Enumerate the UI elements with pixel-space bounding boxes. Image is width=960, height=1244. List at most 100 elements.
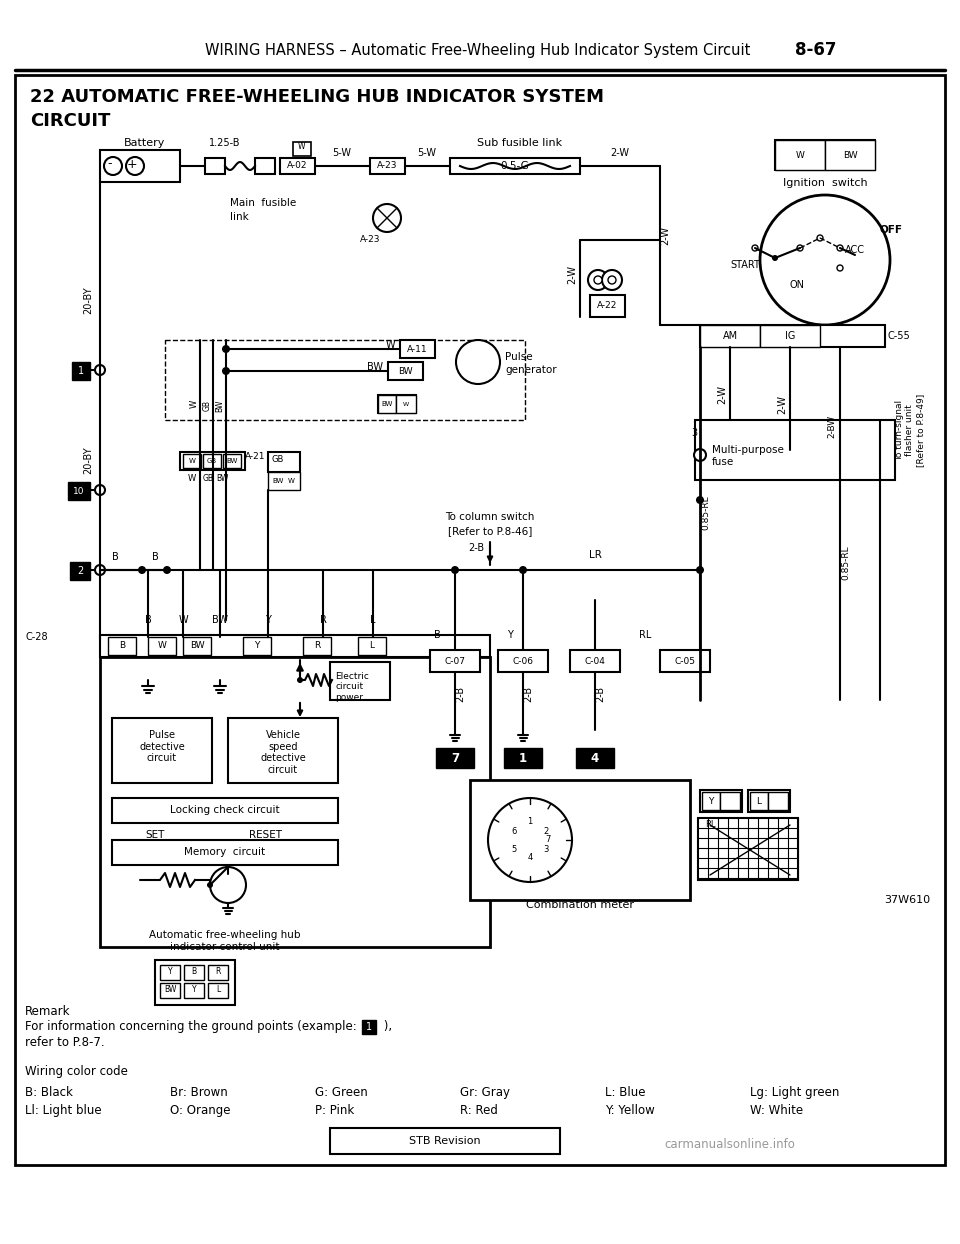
Text: 0.5-G: 0.5-G (500, 160, 529, 170)
Bar (748, 790, 790, 812)
Text: Automatic free-wheeling hub
indicator control unit: Automatic free-wheeling hub indicator co… (149, 931, 300, 952)
Text: 4: 4 (527, 853, 533, 862)
Text: L: L (756, 796, 761, 806)
Text: IG: IG (785, 331, 795, 341)
Bar (750, 792, 768, 810)
Text: B: B (191, 968, 197, 977)
Bar (203, 454, 221, 468)
Bar (108, 637, 136, 656)
Text: L: L (370, 642, 374, 651)
Text: carmanualsonline.info: carmanualsonline.info (664, 1138, 796, 1152)
Bar (112, 840, 338, 865)
Circle shape (222, 367, 230, 374)
Circle shape (608, 276, 616, 284)
Text: 7: 7 (451, 751, 459, 765)
Bar (504, 748, 542, 768)
Text: Memory  circuit: Memory circuit (184, 847, 266, 857)
Text: 5-W: 5-W (332, 148, 351, 158)
Text: 4: 4 (590, 751, 599, 765)
Text: Gr: Gray: Gr: Gray (460, 1086, 510, 1098)
Text: B: B (434, 629, 441, 639)
Bar (702, 792, 720, 810)
Text: W: W (188, 458, 196, 464)
Text: O: Orange: O: Orange (170, 1103, 230, 1117)
Text: +: + (127, 158, 137, 170)
Bar (243, 637, 271, 656)
Text: 1: 1 (519, 751, 527, 765)
Text: B: B (145, 615, 152, 624)
Text: BW: BW (397, 367, 412, 376)
Text: 20-BY: 20-BY (83, 286, 93, 313)
Circle shape (817, 235, 823, 241)
Text: C-07: C-07 (444, 657, 466, 666)
Text: W: W (288, 478, 295, 484)
Text: GB: GB (207, 458, 217, 464)
Bar (268, 471, 300, 490)
Text: ),: ), (380, 1020, 392, 1033)
Text: W: W (796, 151, 804, 159)
Circle shape (488, 797, 572, 882)
Text: AM: AM (723, 331, 737, 341)
Text: 10: 10 (73, 486, 84, 495)
Bar (183, 637, 211, 656)
Text: To turn-signal
flasher unit
[Refer to P.8-49]: To turn-signal flasher unit [Refer to P.… (895, 393, 924, 466)
Text: Y: Y (168, 968, 172, 977)
Text: 1: 1 (78, 366, 84, 376)
Text: 8-67: 8-67 (795, 41, 836, 58)
Circle shape (297, 677, 303, 683)
Bar (303, 637, 331, 656)
Text: Main  fusible: Main fusible (230, 198, 297, 208)
Bar (100, 657, 490, 947)
Text: R: Red: R: Red (460, 1103, 498, 1117)
Bar (825, 141, 875, 170)
Bar (775, 141, 825, 170)
Text: 1: 1 (366, 1023, 372, 1033)
Bar (700, 325, 760, 347)
Text: C-06: C-06 (513, 657, 534, 666)
Bar (293, 142, 311, 156)
Text: 2: 2 (77, 566, 84, 576)
Circle shape (126, 157, 144, 175)
Bar (700, 790, 742, 812)
Text: W: W (157, 642, 166, 651)
Text: RL: RL (705, 820, 715, 829)
Text: BW: BW (215, 401, 225, 412)
Text: B: Black: B: Black (25, 1086, 73, 1098)
Text: BW: BW (381, 401, 393, 407)
Text: 2-B: 2-B (523, 685, 533, 702)
Text: 5-W: 5-W (418, 148, 437, 158)
Circle shape (519, 566, 527, 573)
Bar (268, 452, 300, 471)
Text: W: White: W: White (750, 1103, 804, 1117)
Circle shape (772, 255, 778, 261)
Bar (205, 158, 225, 174)
Bar (590, 295, 625, 317)
Text: ACC: ACC (845, 245, 865, 255)
Text: Pulse
detective
circuit: Pulse detective circuit (139, 730, 185, 764)
Text: To column switch: To column switch (445, 513, 535, 522)
Text: R: R (320, 615, 326, 624)
Text: L: L (371, 615, 375, 624)
Text: BW: BW (272, 478, 283, 484)
Text: 37W610: 37W610 (884, 894, 930, 904)
Bar (660, 651, 710, 672)
Text: BW: BW (190, 642, 204, 651)
Text: BW: BW (227, 458, 238, 464)
Bar (208, 965, 228, 980)
Bar (570, 651, 620, 672)
Text: Battery: Battery (124, 138, 166, 148)
Bar (180, 452, 245, 470)
Text: GB: GB (203, 401, 211, 411)
Text: R: R (314, 642, 320, 651)
Text: BW: BW (164, 985, 177, 994)
Bar (396, 396, 416, 413)
Text: 0.85-RL: 0.85-RL (842, 545, 851, 580)
Text: 1.25-B: 1.25-B (209, 138, 241, 148)
Text: 1: 1 (527, 817, 533, 826)
Text: 22 AUTOMATIC FREE-WHEELING HUB INDICATOR SYSTEM: 22 AUTOMATIC FREE-WHEELING HUB INDICATOR… (30, 88, 604, 106)
Text: BW: BW (843, 151, 857, 159)
Text: BW: BW (216, 474, 228, 483)
Text: C-04: C-04 (585, 657, 606, 666)
Bar (208, 983, 228, 998)
Circle shape (138, 566, 146, 573)
